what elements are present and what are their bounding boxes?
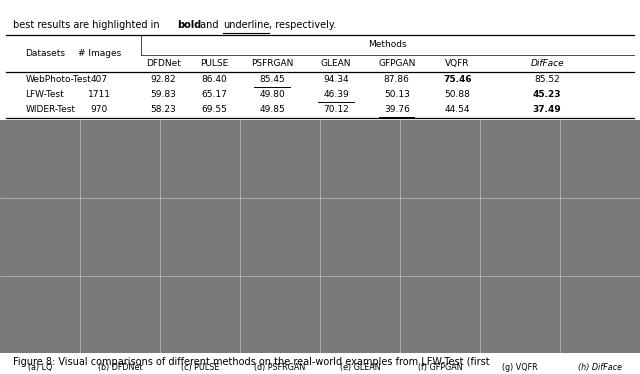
Text: 50.88: 50.88 <box>445 90 470 99</box>
Text: (a) LQ: (a) LQ <box>28 363 52 372</box>
Text: (g) VQFR: (g) VQFR <box>502 363 538 372</box>
Text: 49.80: 49.80 <box>259 90 285 99</box>
Text: 94.34: 94.34 <box>323 75 349 84</box>
Text: 50.13: 50.13 <box>384 90 410 99</box>
Text: 46.39: 46.39 <box>323 90 349 99</box>
Text: 58.23: 58.23 <box>150 105 176 114</box>
Text: , respectively.: , respectively. <box>269 20 336 30</box>
Text: 1711: 1711 <box>88 90 111 99</box>
Text: 85.52: 85.52 <box>534 75 560 84</box>
Text: (h) DifFace: (h) DifFace <box>578 363 622 372</box>
Text: 65.17: 65.17 <box>202 90 227 99</box>
Text: 86.40: 86.40 <box>202 75 227 84</box>
Text: 44.54: 44.54 <box>445 105 470 114</box>
Text: Methods: Methods <box>368 40 406 49</box>
Text: and: and <box>197 20 221 30</box>
Text: DFDNet: DFDNet <box>146 59 180 68</box>
Text: WebPhoto-Test: WebPhoto-Test <box>26 75 92 84</box>
Text: PSFRGAN: PSFRGAN <box>251 59 293 68</box>
Text: 59.83: 59.83 <box>150 90 176 99</box>
Text: 92.82: 92.82 <box>150 75 176 84</box>
Text: (d) PSFRGAN: (d) PSFRGAN <box>254 363 306 372</box>
Text: best results are highlighted in: best results are highlighted in <box>13 20 163 30</box>
Text: (b) DFDNet: (b) DFDNet <box>98 363 142 372</box>
Text: 87.86: 87.86 <box>384 75 410 84</box>
Text: underline: underline <box>223 20 269 30</box>
Text: # Images: # Images <box>77 49 121 58</box>
Text: 970: 970 <box>91 105 108 114</box>
Text: 85.45: 85.45 <box>259 75 285 84</box>
Text: 69.55: 69.55 <box>202 105 227 114</box>
Text: 45.23: 45.23 <box>533 90 561 99</box>
Text: GFPGAN: GFPGAN <box>378 59 415 68</box>
Text: Figure 8: Visual comparisons of different methods on the real-world examples fro: Figure 8: Visual comparisons of differen… <box>13 356 490 367</box>
Text: (e) GLEAN: (e) GLEAN <box>340 363 380 372</box>
Text: DifFace: DifFace <box>531 59 564 68</box>
Text: 39.76: 39.76 <box>384 105 410 114</box>
Text: 407: 407 <box>91 75 108 84</box>
Text: (c) PULSE: (c) PULSE <box>181 363 219 372</box>
Text: bold: bold <box>177 20 201 30</box>
Text: Datasets: Datasets <box>26 49 65 58</box>
Text: 37.49: 37.49 <box>533 105 561 114</box>
Text: LFW-Test: LFW-Test <box>26 90 65 99</box>
Text: 75.46: 75.46 <box>444 75 472 84</box>
Text: (f) GFPGAN: (f) GFPGAN <box>418 363 462 372</box>
Text: WIDER-Test: WIDER-Test <box>26 105 76 114</box>
Text: PULSE: PULSE <box>200 59 228 68</box>
Text: GLEAN: GLEAN <box>321 59 351 68</box>
Text: 70.12: 70.12 <box>323 105 349 114</box>
Text: VQFR: VQFR <box>445 59 470 68</box>
Text: 49.85: 49.85 <box>259 105 285 114</box>
